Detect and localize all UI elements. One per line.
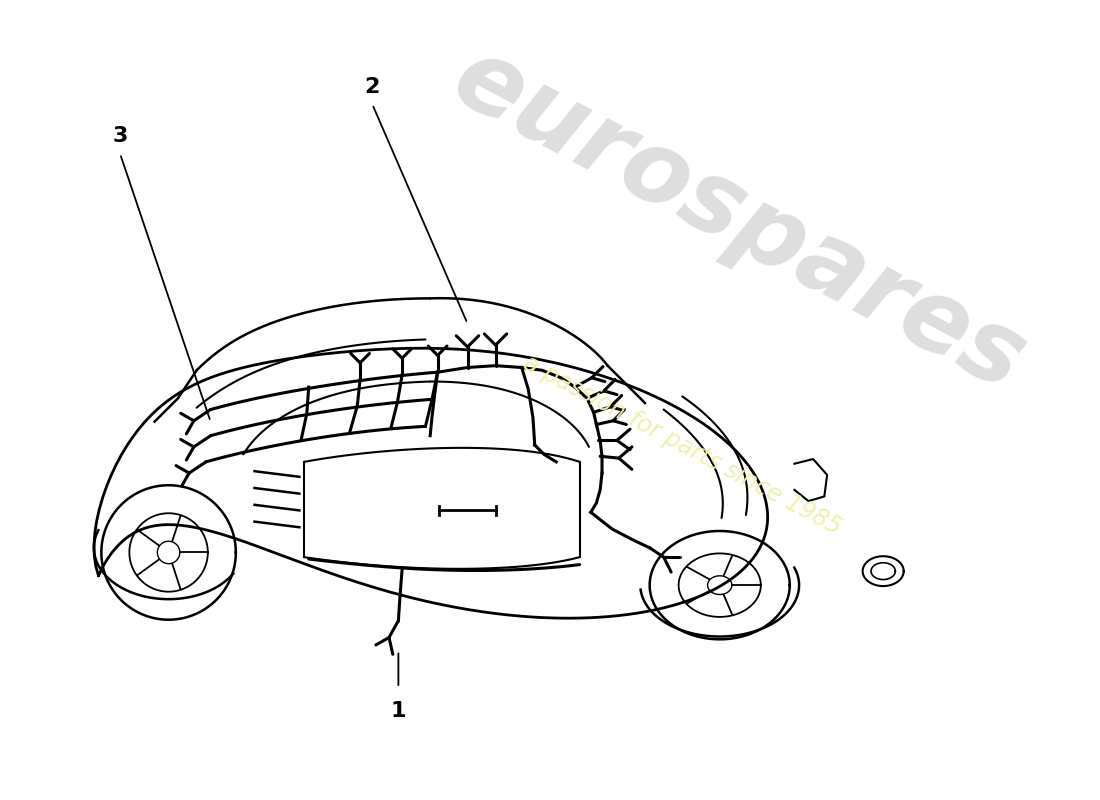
Text: 1: 1: [390, 701, 406, 721]
Text: 3: 3: [112, 126, 128, 146]
Text: eurospares: eurospares: [437, 30, 1041, 412]
Text: 2: 2: [364, 77, 380, 97]
Text: a passion for parts since 1985: a passion for parts since 1985: [519, 350, 846, 539]
